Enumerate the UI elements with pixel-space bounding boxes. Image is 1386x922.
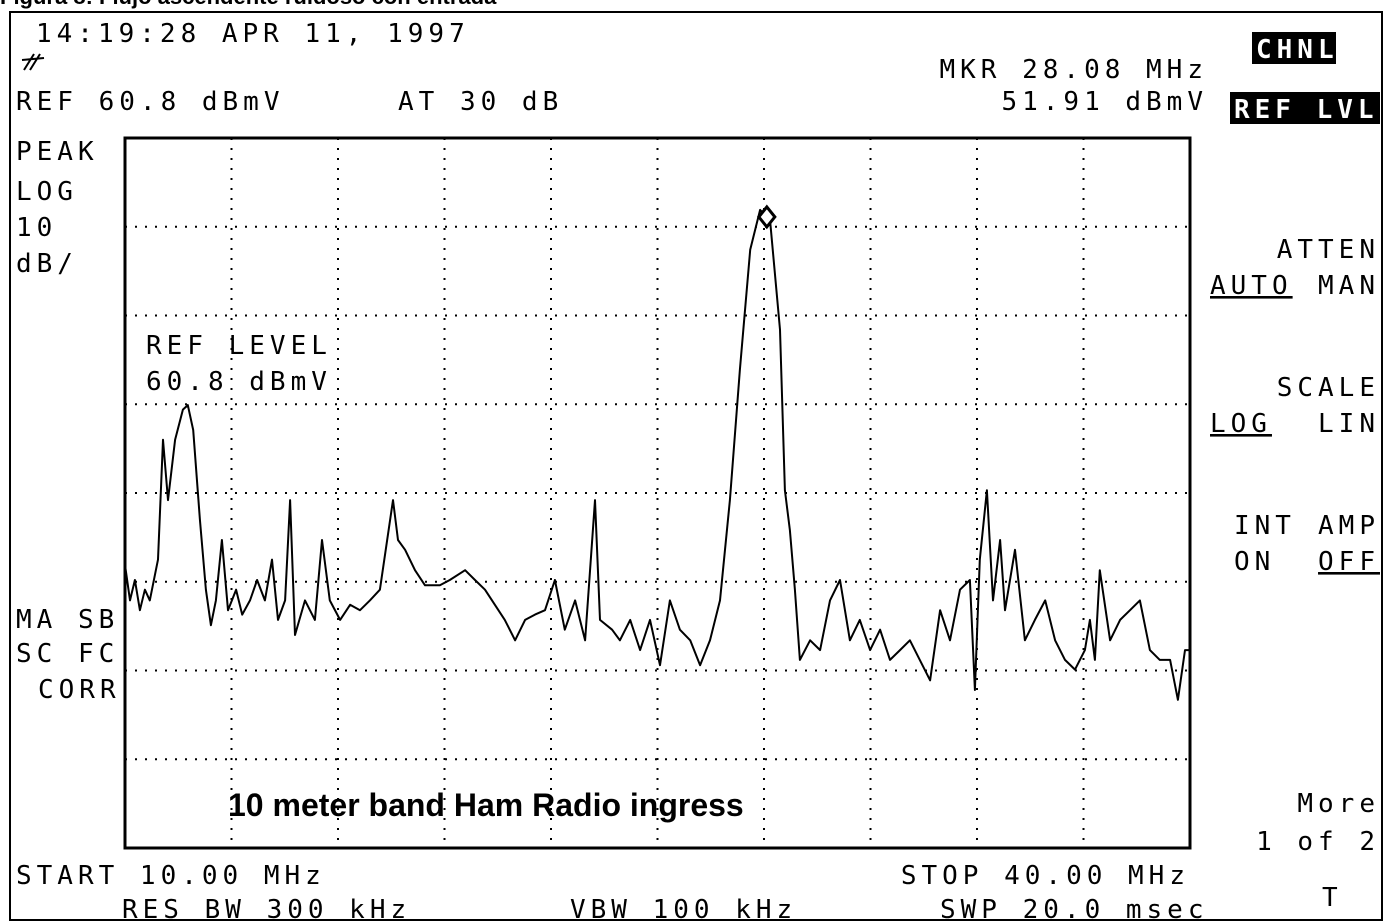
- scale-unit-label: dB/: [16, 249, 78, 279]
- softkey[interactable]: CHNL: [1256, 35, 1339, 65]
- status-label: SC FC: [16, 639, 119, 669]
- caption: Figura 8: Flujo ascendente ruidoso con e…: [0, 0, 497, 9]
- softkey-option[interactable]: ON: [1234, 547, 1275, 577]
- softkey[interactable]: INT: [1234, 511, 1296, 541]
- annotation: 10 meter band Ham Radio ingress: [228, 787, 744, 823]
- resolution-bandwidth: RES BW 300 kHz: [122, 895, 411, 922]
- video-bandwidth: VBW 100 kHz: [570, 895, 797, 922]
- softkey-option[interactable]: AUTO: [1210, 271, 1293, 301]
- softkey[interactable]: AMP: [1318, 511, 1380, 541]
- plot-frame: [123, 136, 1192, 850]
- hp-logo: [21, 53, 45, 71]
- softkey-option[interactable]: MAN: [1318, 271, 1380, 301]
- softkey[interactable]: REF LVL: [1234, 95, 1379, 125]
- softkey[interactable]: More: [1297, 789, 1380, 819]
- softkey[interactable]: ATTEN: [1277, 235, 1380, 265]
- marker-level: 51.91 dBmV: [1001, 87, 1208, 117]
- annotation: REF LEVEL: [146, 331, 332, 361]
- softkey-option[interactable]: LIN: [1318, 409, 1380, 439]
- ref-level: REF 60.8 dBmV: [16, 87, 285, 117]
- detector-label: PEAK: [16, 137, 99, 167]
- timestamp: 14:19:28 APR 11, 1997: [36, 19, 470, 49]
- softkey[interactable]: 1 of 2: [1256, 827, 1380, 857]
- sweep-time: SWP 20.0 msec: [940, 895, 1209, 922]
- scale-type-label: LOG: [16, 177, 78, 207]
- marker-frequency: MKR 28.08 MHz: [940, 55, 1209, 85]
- scale-value-label: 10: [16, 213, 57, 243]
- softkey-option[interactable]: LOG: [1210, 409, 1272, 439]
- attenuation: AT 30 dB: [398, 87, 563, 117]
- marker: [756, 204, 777, 230]
- annotation: 60.8 dBmV: [146, 367, 332, 397]
- trace: [124, 208, 1190, 701]
- start-frequency: START 10.00 MHz: [16, 861, 326, 891]
- softkey-bg: [1230, 92, 1380, 124]
- softkey-bg: [1252, 32, 1336, 64]
- screen-frame: [9, 11, 1383, 921]
- status-label: CORR: [38, 675, 121, 705]
- softkey[interactable]: T: [1322, 883, 1343, 913]
- softkey-option[interactable]: OFF: [1318, 547, 1380, 577]
- stop-frequency: STOP 40.00 MHz: [901, 861, 1190, 891]
- softkey[interactable]: SCALE: [1277, 373, 1380, 403]
- status-label: MA SB: [16, 605, 119, 635]
